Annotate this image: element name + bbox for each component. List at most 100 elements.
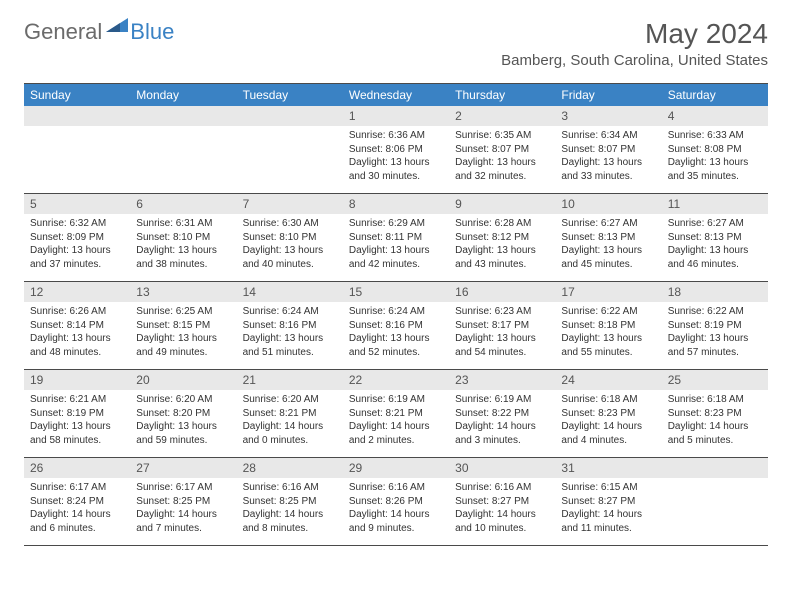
sunset-line: Sunset: 8:27 PM bbox=[561, 495, 655, 509]
day-content: Sunrise: 6:20 AMSunset: 8:20 PMDaylight:… bbox=[130, 390, 236, 451]
sunset-line: Sunset: 8:26 PM bbox=[349, 495, 443, 509]
sunset-line: Sunset: 8:13 PM bbox=[561, 231, 655, 245]
weekday-header: Thursday bbox=[449, 84, 555, 106]
day-number: 3 bbox=[555, 106, 661, 126]
day-number: 9 bbox=[449, 194, 555, 214]
daylight-line: Daylight: 14 hours and 9 minutes. bbox=[349, 508, 443, 535]
sunset-line: Sunset: 8:10 PM bbox=[243, 231, 337, 245]
calendar: SundayMondayTuesdayWednesdayThursdayFrid… bbox=[24, 83, 768, 546]
weekday-header: Friday bbox=[555, 84, 661, 106]
sunrise-line: Sunrise: 6:31 AM bbox=[136, 217, 230, 231]
day-content: Sunrise: 6:27 AMSunset: 8:13 PMDaylight:… bbox=[555, 214, 661, 275]
day-number: 21 bbox=[237, 370, 343, 390]
calendar-cell: 27Sunrise: 6:17 AMSunset: 8:25 PMDayligh… bbox=[130, 458, 236, 546]
day-content: Sunrise: 6:17 AMSunset: 8:25 PMDaylight:… bbox=[130, 478, 236, 539]
sunrise-line: Sunrise: 6:19 AM bbox=[455, 393, 549, 407]
sunrise-line: Sunrise: 6:27 AM bbox=[561, 217, 655, 231]
day-content: Sunrise: 6:24 AMSunset: 8:16 PMDaylight:… bbox=[343, 302, 449, 363]
daylight-line: Daylight: 14 hours and 5 minutes. bbox=[668, 420, 762, 447]
sunrise-line: Sunrise: 6:33 AM bbox=[668, 129, 762, 143]
day-content: Sunrise: 6:30 AMSunset: 8:10 PMDaylight:… bbox=[237, 214, 343, 275]
day-number: 31 bbox=[555, 458, 661, 478]
daylight-line: Daylight: 13 hours and 37 minutes. bbox=[30, 244, 124, 271]
daylight-line: Daylight: 13 hours and 49 minutes. bbox=[136, 332, 230, 359]
sunset-line: Sunset: 8:07 PM bbox=[455, 143, 549, 157]
day-number: 20 bbox=[130, 370, 236, 390]
day-number: 16 bbox=[449, 282, 555, 302]
daylight-line: Daylight: 14 hours and 4 minutes. bbox=[561, 420, 655, 447]
day-content: Sunrise: 6:19 AMSunset: 8:22 PMDaylight:… bbox=[449, 390, 555, 451]
calendar-cell: 17Sunrise: 6:22 AMSunset: 8:18 PMDayligh… bbox=[555, 282, 661, 370]
title-block: May 2024 Bamberg, South Carolina, United… bbox=[501, 18, 768, 69]
calendar-cell: 16Sunrise: 6:23 AMSunset: 8:17 PMDayligh… bbox=[449, 282, 555, 370]
sunrise-line: Sunrise: 6:20 AM bbox=[243, 393, 337, 407]
sunset-line: Sunset: 8:14 PM bbox=[30, 319, 124, 333]
sunset-line: Sunset: 8:16 PM bbox=[349, 319, 443, 333]
calendar-cell: 6Sunrise: 6:31 AMSunset: 8:10 PMDaylight… bbox=[130, 194, 236, 282]
sunset-line: Sunset: 8:09 PM bbox=[30, 231, 124, 245]
day-content: Sunrise: 6:17 AMSunset: 8:24 PMDaylight:… bbox=[24, 478, 130, 539]
day-number: 8 bbox=[343, 194, 449, 214]
day-content: Sunrise: 6:35 AMSunset: 8:07 PMDaylight:… bbox=[449, 126, 555, 187]
day-content: Sunrise: 6:23 AMSunset: 8:17 PMDaylight:… bbox=[449, 302, 555, 363]
day-number: 18 bbox=[662, 282, 768, 302]
day-number: 5 bbox=[24, 194, 130, 214]
day-number: 7 bbox=[237, 194, 343, 214]
day-number: 30 bbox=[449, 458, 555, 478]
sunset-line: Sunset: 8:27 PM bbox=[455, 495, 549, 509]
daylight-line: Daylight: 13 hours and 35 minutes. bbox=[668, 156, 762, 183]
sunset-line: Sunset: 8:20 PM bbox=[136, 407, 230, 421]
sunrise-line: Sunrise: 6:35 AM bbox=[455, 129, 549, 143]
calendar-cell: 5Sunrise: 6:32 AMSunset: 8:09 PMDaylight… bbox=[24, 194, 130, 282]
daylight-line: Daylight: 13 hours and 32 minutes. bbox=[455, 156, 549, 183]
logo-triangle-icon bbox=[106, 18, 128, 37]
day-number: 24 bbox=[555, 370, 661, 390]
day-number: 28 bbox=[237, 458, 343, 478]
day-number: 14 bbox=[237, 282, 343, 302]
calendar-cell: 3Sunrise: 6:34 AMSunset: 8:07 PMDaylight… bbox=[555, 106, 661, 194]
sunrise-line: Sunrise: 6:17 AM bbox=[30, 481, 124, 495]
calendar-cell-empty bbox=[662, 458, 768, 546]
calendar-cell: 14Sunrise: 6:24 AMSunset: 8:16 PMDayligh… bbox=[237, 282, 343, 370]
sunset-line: Sunset: 8:25 PM bbox=[243, 495, 337, 509]
calendar-header-row: SundayMondayTuesdayWednesdayThursdayFrid… bbox=[24, 84, 768, 106]
sunset-line: Sunset: 8:10 PM bbox=[136, 231, 230, 245]
sunset-line: Sunset: 8:08 PM bbox=[668, 143, 762, 157]
daylight-line: Daylight: 14 hours and 7 minutes. bbox=[136, 508, 230, 535]
calendar-cell: 21Sunrise: 6:20 AMSunset: 8:21 PMDayligh… bbox=[237, 370, 343, 458]
day-content: Sunrise: 6:31 AMSunset: 8:10 PMDaylight:… bbox=[130, 214, 236, 275]
calendar-cell: 22Sunrise: 6:19 AMSunset: 8:21 PMDayligh… bbox=[343, 370, 449, 458]
page-subtitle: Bamberg, South Carolina, United States bbox=[501, 52, 768, 69]
sunset-line: Sunset: 8:21 PM bbox=[243, 407, 337, 421]
calendar-cell: 12Sunrise: 6:26 AMSunset: 8:14 PMDayligh… bbox=[24, 282, 130, 370]
day-content: Sunrise: 6:18 AMSunset: 8:23 PMDaylight:… bbox=[662, 390, 768, 451]
day-number: 10 bbox=[555, 194, 661, 214]
daylight-line: Daylight: 14 hours and 2 minutes. bbox=[349, 420, 443, 447]
daylight-line: Daylight: 13 hours and 43 minutes. bbox=[455, 244, 549, 271]
daylight-line: Daylight: 13 hours and 42 minutes. bbox=[349, 244, 443, 271]
day-content: Sunrise: 6:29 AMSunset: 8:11 PMDaylight:… bbox=[343, 214, 449, 275]
calendar-cell: 26Sunrise: 6:17 AMSunset: 8:24 PMDayligh… bbox=[24, 458, 130, 546]
day-number: 6 bbox=[130, 194, 236, 214]
calendar-cell: 25Sunrise: 6:18 AMSunset: 8:23 PMDayligh… bbox=[662, 370, 768, 458]
sunset-line: Sunset: 8:16 PM bbox=[243, 319, 337, 333]
daylight-line: Daylight: 13 hours and 52 minutes. bbox=[349, 332, 443, 359]
day-content: Sunrise: 6:16 AMSunset: 8:25 PMDaylight:… bbox=[237, 478, 343, 539]
sunset-line: Sunset: 8:24 PM bbox=[30, 495, 124, 509]
sunrise-line: Sunrise: 6:24 AM bbox=[243, 305, 337, 319]
sunset-line: Sunset: 8:21 PM bbox=[349, 407, 443, 421]
daylight-line: Daylight: 13 hours and 57 minutes. bbox=[668, 332, 762, 359]
calendar-cell: 1Sunrise: 6:36 AMSunset: 8:06 PMDaylight… bbox=[343, 106, 449, 194]
sunrise-line: Sunrise: 6:25 AM bbox=[136, 305, 230, 319]
calendar-cell: 10Sunrise: 6:27 AMSunset: 8:13 PMDayligh… bbox=[555, 194, 661, 282]
daylight-line: Daylight: 13 hours and 54 minutes. bbox=[455, 332, 549, 359]
calendar-cell: 28Sunrise: 6:16 AMSunset: 8:25 PMDayligh… bbox=[237, 458, 343, 546]
daylight-line: Daylight: 13 hours and 40 minutes. bbox=[243, 244, 337, 271]
weekday-header: Wednesday bbox=[343, 84, 449, 106]
day-number: 2 bbox=[449, 106, 555, 126]
daylight-line: Daylight: 13 hours and 30 minutes. bbox=[349, 156, 443, 183]
day-number: 26 bbox=[24, 458, 130, 478]
day-content: Sunrise: 6:36 AMSunset: 8:06 PMDaylight:… bbox=[343, 126, 449, 187]
sunset-line: Sunset: 8:11 PM bbox=[349, 231, 443, 245]
daylight-line: Daylight: 13 hours and 45 minutes. bbox=[561, 244, 655, 271]
